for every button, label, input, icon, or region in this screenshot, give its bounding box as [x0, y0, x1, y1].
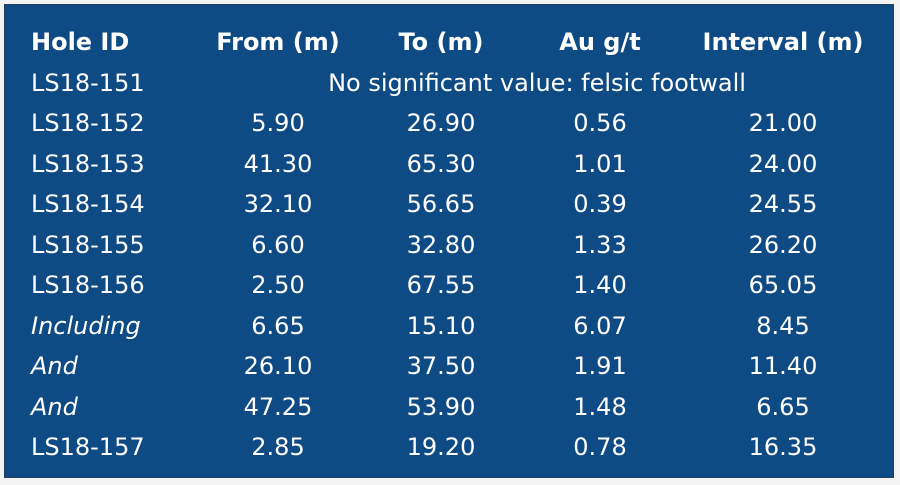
results-table-panel: Hole ID From (m) To (m) Au g/t Interval …: [4, 4, 894, 478]
cell-au: 0.56: [573, 109, 627, 138]
cell-au: 1.91: [573, 352, 627, 381]
cell-to: 19.20: [406, 433, 476, 462]
cell-hole-id: LS18-151: [31, 68, 145, 97]
header-interval: Interval (m): [702, 28, 864, 57]
cell-from: 41.30: [243, 149, 313, 178]
cell-to: 15.10: [406, 311, 476, 340]
cell-interval: 21.00: [748, 109, 818, 138]
cell-hole-id: LS18-156: [31, 271, 145, 300]
cell-from: 32.10: [243, 190, 313, 219]
table-row: LS18-152 5.90 26.90 0.56 21.00: [21, 103, 883, 144]
cell-interval: 6.65: [756, 392, 810, 421]
cell-au: 1.01: [573, 149, 627, 178]
cell-au: 0.39: [573, 190, 627, 219]
cell-au: 6.07: [573, 311, 627, 340]
cell-au: 1.40: [573, 271, 627, 300]
cell-to: 67.55: [406, 271, 476, 300]
cell-interval: 16.35: [748, 433, 818, 462]
table-row: And 47.25 53.90 1.48 6.65: [21, 387, 883, 428]
cell-au: 0.78: [573, 433, 627, 462]
cell-interval: 24.00: [748, 149, 818, 178]
cell-from: 2.85: [251, 433, 305, 462]
header-hole-id: Hole ID: [31, 28, 130, 57]
header-au: Au g/t: [559, 28, 641, 57]
cell-hole-id: LS18-155: [31, 230, 145, 259]
cell-hole-id: And: [31, 352, 78, 381]
table-row: And 26.10 37.50 1.91 11.40: [21, 346, 883, 387]
cell-interval: 8.45: [756, 311, 810, 340]
table-row: LS18-154 32.10 56.65 0.39 24.55: [21, 184, 883, 225]
cell-to: 65.30: [406, 149, 476, 178]
cell-hole-id: And: [31, 392, 78, 421]
cell-from: 5.90: [251, 109, 305, 138]
cell-interval: 26.20: [748, 230, 818, 259]
cell-to: 26.90: [406, 109, 476, 138]
cell-from: 6.60: [251, 230, 305, 259]
cell-hole-id: LS18-157: [31, 433, 145, 462]
cell-to: 56.65: [406, 190, 476, 219]
table-header-row: Hole ID From (m) To (m) Au g/t Interval …: [21, 22, 883, 63]
cell-to: 53.90: [406, 392, 476, 421]
cell-hole-id: LS18-153: [31, 149, 145, 178]
table-row: LS18-156 2.50 67.55 1.40 65.05: [21, 265, 883, 306]
table-row: LS18-157 2.85 19.20 0.78 16.35: [21, 427, 883, 468]
cell-hole-id: LS18-152: [31, 109, 145, 138]
cell-from: 26.10: [243, 352, 313, 381]
table-row: LS18-151 No significant value: felsic fo…: [21, 63, 883, 104]
cell-interval: 11.40: [748, 352, 818, 381]
cell-au: 1.48: [573, 392, 627, 421]
cell-hole-id: LS18-154: [31, 190, 145, 219]
cell-interval: 65.05: [748, 271, 818, 300]
cell-au: 1.33: [573, 230, 627, 259]
table-row: LS18-155 6.60 32.80 1.33 26.20: [21, 225, 883, 266]
table-row: Including 6.65 15.10 6.07 8.45: [21, 306, 883, 347]
cell-to: 32.80: [406, 230, 476, 259]
cell-from: 2.50: [251, 271, 305, 300]
drill-results-table: Hole ID From (m) To (m) Au g/t Interval …: [21, 22, 883, 468]
cell-interval: 24.55: [748, 190, 818, 219]
cell-note: No significant value: felsic footwall: [328, 68, 746, 97]
header-to: To (m): [398, 28, 484, 57]
cell-from: 47.25: [243, 392, 313, 421]
cell-from: 6.65: [251, 311, 305, 340]
cell-hole-id: Including: [31, 311, 141, 340]
cell-to: 37.50: [406, 352, 476, 381]
table-row: LS18-153 41.30 65.30 1.01 24.00: [21, 144, 883, 185]
header-from: From (m): [216, 28, 340, 57]
